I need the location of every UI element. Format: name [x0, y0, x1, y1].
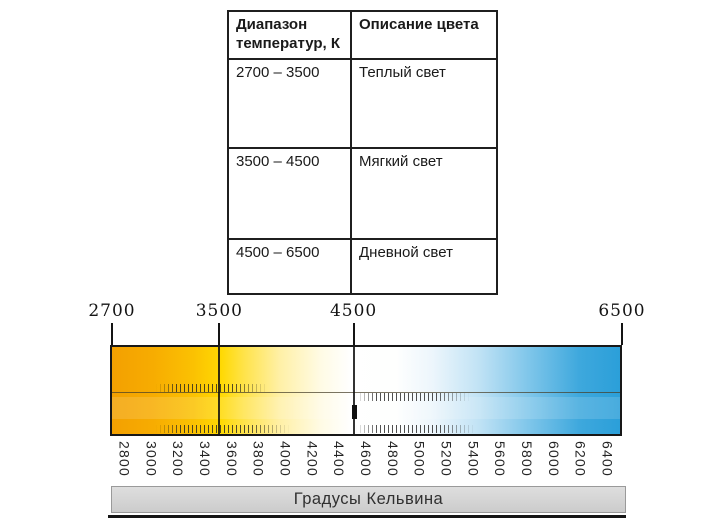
scale-bottom-label: 3000 — [143, 441, 160, 477]
scale-top-label: 6500 — [598, 301, 646, 321]
scale-bottom-label: 5400 — [465, 441, 482, 477]
kelvin-caption-label: Градусы Кельвина — [293, 490, 444, 508]
scale-bottom-label: 4200 — [304, 441, 321, 477]
table-header-description: Описание цвета — [350, 10, 498, 60]
scale-top-label: 2700 — [88, 301, 136, 321]
cell-temp-range: 4500 – 6500 — [227, 237, 352, 295]
gradient-bar — [110, 345, 622, 436]
scale-bottom-label: 5000 — [411, 441, 428, 477]
scale-bottom-label: 6200 — [572, 441, 589, 477]
cell-color-description: Дневной свет — [350, 237, 498, 295]
ruler-ticks-midline-3500 — [156, 384, 268, 392]
kelvin-caption-bar: Градусы Кельвина — [111, 486, 626, 513]
temperature-table: Диапазон температур, К Описание цвета 27… — [227, 10, 498, 295]
scale-bottom-label: 5200 — [438, 441, 455, 477]
gradient-soft-band — [112, 397, 620, 419]
zone-boundary-line — [352, 347, 355, 434]
scale-bottom-label: 3600 — [223, 441, 240, 477]
scale-bottom-label: 4800 — [384, 441, 401, 477]
scale-bottom-label: 5800 — [519, 441, 536, 477]
scale-top-tick — [111, 323, 113, 345]
ruler-ticks-bottom-3500 — [156, 425, 290, 433]
table-header-row: Диапазон температур, К Описание цвета — [227, 10, 498, 60]
scale-bottom-label: 4600 — [358, 441, 374, 477]
scale-bottom-label: 6000 — [545, 441, 562, 477]
scale-bottom-label: 4400 — [331, 441, 348, 477]
cell-color-description: Теплый свет — [350, 57, 498, 149]
cell-temp-range: 3500 – 4500 — [227, 146, 352, 240]
scale-bottom-label: 5600 — [492, 441, 509, 477]
scale-bottom-label: 3800 — [250, 441, 267, 477]
scale-bottom-label: 3200 — [170, 441, 187, 477]
scale-bottom-label: 2800 — [116, 441, 133, 477]
scale-bottom-label: 4000 — [277, 441, 294, 477]
scale-top-tick — [352, 323, 355, 345]
scale-top-tick — [621, 323, 623, 345]
table-row: 2700 – 3500 Теплый свет — [227, 57, 498, 149]
ruler-ticks-midline-4500 — [356, 393, 470, 401]
scale-bottom-label: 3400 — [196, 441, 213, 477]
table-row: 3500 – 4500 Мягкий свет — [227, 146, 498, 240]
cell-temp-range: 2700 – 3500 — [227, 57, 352, 149]
table-row: 4500 – 6500 Дневной свет — [227, 237, 498, 295]
cell-color-description: Мягкий свет — [350, 146, 498, 240]
table-body: 2700 – 3500 Теплый свет 3500 – 4500 Мягкий … — [227, 57, 498, 295]
scale-top-tick — [218, 323, 221, 345]
scale-top-label: 4500 — [329, 301, 378, 321]
baseline-rule — [108, 515, 626, 518]
scale-top-label: 3500 — [195, 301, 243, 321]
ruler-ticks-bottom-4500 — [356, 425, 475, 433]
scale-bottom-label: 6400 — [599, 441, 616, 477]
table-header-range: Диапазон температур, К — [227, 10, 352, 60]
scale-midline — [112, 392, 620, 393]
boundary-notch-4500 — [351, 405, 357, 419]
